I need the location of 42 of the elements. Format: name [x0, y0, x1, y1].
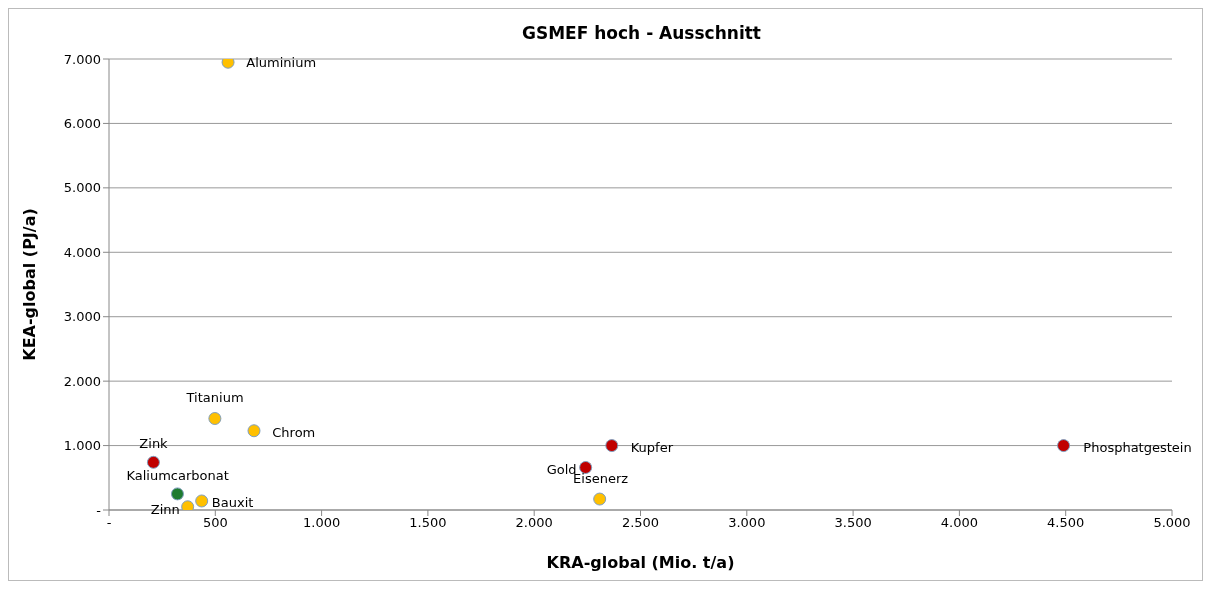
x-tick-label: 4.000 [940, 515, 979, 531]
point [170, 487, 184, 501]
y-axis-title: KEA-global (PJ/a) [19, 208, 39, 361]
x-tick-label: 2.500 [621, 515, 660, 531]
annotation: Zink [139, 436, 169, 452]
y-tick-label: 5.000 [63, 180, 101, 196]
x-tick-label: 1.000 [302, 515, 341, 531]
point [195, 494, 209, 508]
annotation: Aluminium [246, 55, 317, 71]
x-tick-label: 2.000 [515, 515, 553, 531]
annotation: Bauxit [211, 494, 254, 510]
y-tick-label: 6.000 [63, 116, 101, 132]
annotation: Chrom [272, 425, 316, 441]
x-tick-label: 4.500 [1047, 515, 1085, 531]
point [593, 492, 607, 506]
x-axis-title: KRA-global (Mio. t/a) [546, 553, 735, 572]
y-tick-label: - [96, 502, 102, 518]
x-tick-label: 3.000 [728, 515, 766, 531]
y-tick-label: 2.000 [63, 373, 101, 389]
point [579, 460, 593, 474]
point [221, 59, 235, 69]
x-tick-label: 3.500 [834, 515, 872, 531]
annotation: Phosphatgestein [1083, 440, 1192, 456]
point [247, 424, 261, 438]
y-tick-label: 1.000 [63, 438, 101, 454]
annotation: Kaliumcarbonat [126, 467, 229, 483]
point [181, 500, 195, 510]
y-tick-label: 7.000 [63, 51, 101, 67]
y-tick-label: 4.000 [63, 244, 101, 260]
x-tick-label: 500 [202, 515, 228, 531]
point [1057, 439, 1071, 453]
point [146, 455, 160, 469]
x-tick-label: - [106, 515, 112, 531]
point [208, 412, 222, 426]
annotation: Kupfer [630, 440, 674, 456]
y-tick-label: 3.000 [63, 309, 101, 325]
annotation: Zinn [150, 501, 180, 517]
point [605, 439, 619, 453]
chart-title: GSMEF hoch - Ausschnitt [521, 23, 762, 43]
x-tick-label: 1.500 [409, 515, 447, 531]
annotation: Titanium [185, 390, 244, 406]
x-tick-label: 5.000 [1153, 515, 1191, 531]
